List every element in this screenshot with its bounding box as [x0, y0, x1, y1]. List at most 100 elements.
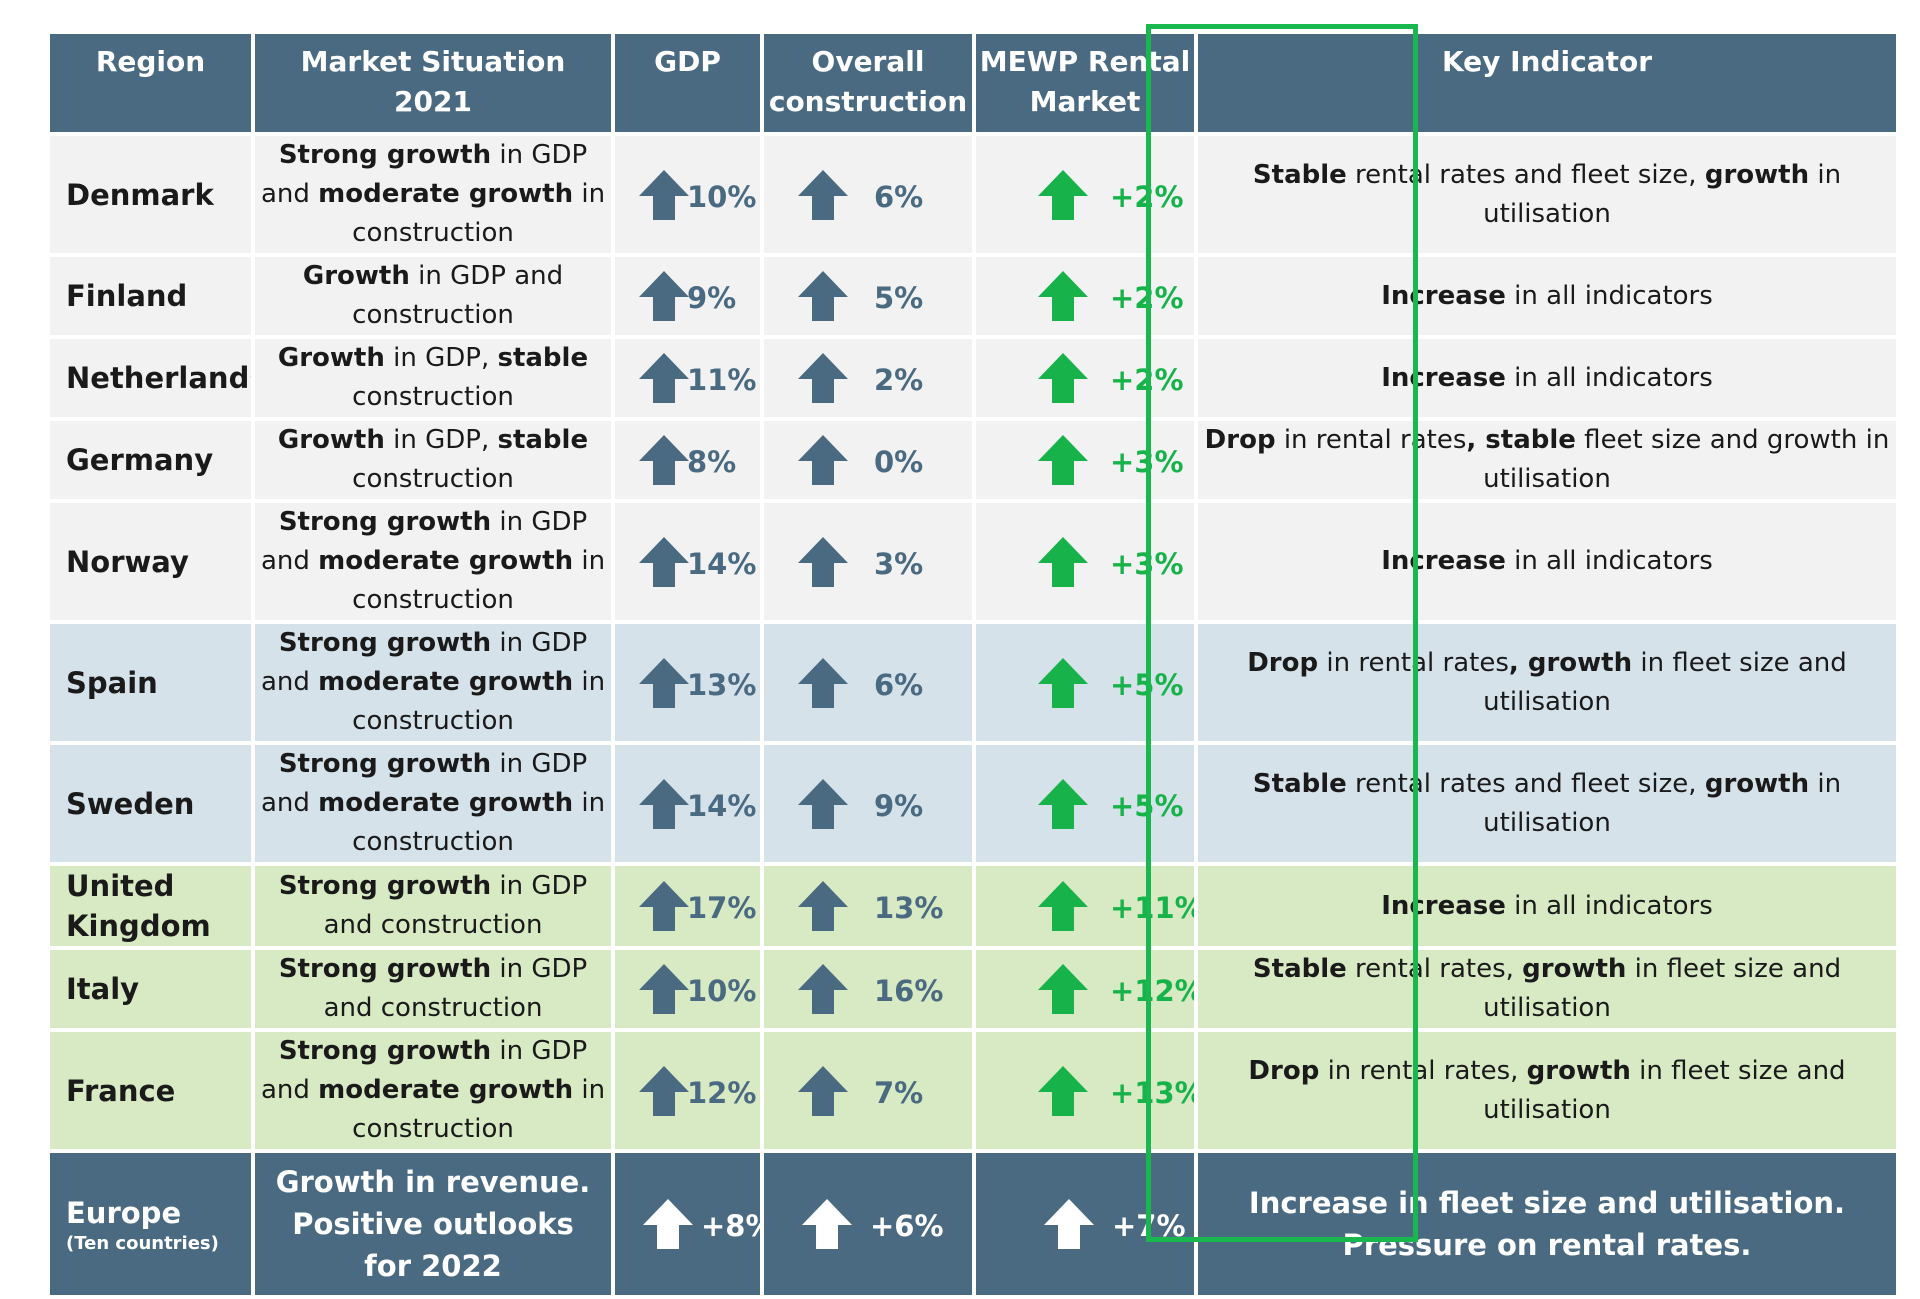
up-arrow-icon	[796, 535, 850, 589]
construction-cell: 16%	[764, 950, 972, 1028]
market-situation-cell: Strong growth in GDP and moderate growth…	[255, 745, 611, 862]
key-indicator-cell: Increase in all indicators	[1198, 503, 1896, 620]
up-arrow-icon	[1036, 962, 1090, 1016]
key-indicator-cell: Increase in all indicators	[1198, 257, 1896, 335]
gdp-value: 14%	[687, 546, 757, 581]
region-cell: Denmark	[50, 136, 251, 253]
text-segment: Stable	[1252, 159, 1347, 190]
mewp-value: +3%	[1110, 546, 1184, 581]
header-mewp: MEWP Rental Market	[976, 34, 1194, 132]
gdp-cell: +8%	[615, 1153, 760, 1295]
region-cell: Netherlands	[50, 339, 251, 417]
text-segment: in fleet size and utilisation	[1483, 647, 1847, 717]
text-segment: Stable	[1252, 768, 1347, 799]
region-name: Europe	[66, 1196, 182, 1230]
construction-cell: +6%	[764, 1153, 972, 1295]
text-segment: fleet size and growth in utilisation	[1483, 425, 1890, 494]
text-segment: Stable	[1252, 954, 1347, 984]
gdp-cell: 12%	[615, 1032, 760, 1149]
text-segment: in all indicators	[1505, 280, 1713, 311]
text-segment: Strong growth	[278, 507, 492, 537]
construction-value: 13%	[874, 891, 944, 925]
table-row: Norway Strong growth in GDP and moderate …	[50, 503, 1896, 620]
region-cell: Italy	[50, 950, 251, 1028]
text-segment: Drop	[1204, 425, 1276, 455]
construction-value: 2%	[874, 363, 924, 397]
construction-value: 9%	[874, 788, 924, 823]
market-situation-cell: Strong growth in GDP and construction	[255, 950, 611, 1028]
mewp-value: +2%	[1110, 363, 1184, 397]
table-row: Finland Growth in GDP and construction 9% 5…	[50, 257, 1896, 335]
construction-value: 0%	[874, 445, 924, 479]
up-arrow-icon	[637, 1064, 691, 1118]
gdp-cell: 17%	[615, 866, 760, 946]
text-segment: in GDP and	[260, 628, 588, 697]
mewp-cell: +2%	[976, 339, 1194, 417]
table-row: United Kingdom Strong growth in GDP and c…	[50, 866, 1896, 946]
header-construction: Overall construction	[764, 34, 972, 132]
key-indicator-cell: Increase in all indicators	[1198, 339, 1896, 417]
key-indicator-cell: Increase in fleet size and utilisation. …	[1198, 1153, 1896, 1295]
text-segment: in GDP and	[260, 140, 588, 209]
region-cell: France	[50, 1032, 251, 1149]
up-arrow-icon	[796, 777, 850, 831]
up-arrow-icon	[1036, 879, 1090, 933]
key-indicator-cell: Stable rental rates and fleet size, grow…	[1198, 745, 1896, 862]
table-row: France Strong growth in GDP and moderate …	[50, 1032, 1896, 1149]
key-indicator-cell: Drop in rental rates, growth in fleet si…	[1198, 624, 1896, 741]
mewp-cell: +13%	[976, 1032, 1194, 1149]
europe-summary-row: Europe (Ten countries) Growth in revenue. …	[50, 1153, 1896, 1295]
up-arrow-icon	[796, 168, 850, 222]
construction-value: 6%	[874, 667, 924, 702]
mewp-cell: +5%	[976, 624, 1194, 741]
text-segment: in GDP,	[384, 425, 498, 455]
up-arrow-icon	[637, 962, 691, 1016]
construction-cell: 0%	[764, 421, 972, 499]
text-segment: stable	[497, 425, 589, 455]
text-segment: , stable	[1466, 425, 1576, 455]
text-segment: rental rates and fleet size,	[1346, 768, 1705, 799]
text-segment: moderate growth	[318, 179, 574, 209]
construction-value: 5%	[874, 281, 924, 315]
market-situation-cell: Growth in GDP, stable construction	[255, 421, 611, 499]
mewp-cell: +3%	[976, 421, 1194, 499]
mewp-value: +5%	[1110, 667, 1184, 702]
gdp-value: 17%	[687, 891, 757, 925]
up-arrow-icon	[637, 168, 691, 222]
up-arrow-icon	[796, 351, 850, 405]
construction-cell: 6%	[764, 624, 972, 741]
region-cell: Europe (Ten countries)	[50, 1153, 251, 1295]
text-segment: in GDP and construction	[352, 261, 564, 330]
up-arrow-icon	[796, 1064, 850, 1118]
mewp-cell: +12%	[976, 950, 1194, 1028]
up-arrow-icon	[1036, 351, 1090, 405]
text-segment: in construction	[352, 546, 606, 615]
text-segment: growth	[1704, 159, 1810, 190]
table-row: Spain Strong growth in GDP and moderate g…	[50, 624, 1896, 741]
construction-cell: 7%	[764, 1032, 972, 1149]
gdp-value: 10%	[687, 974, 757, 1008]
text-segment: Drop	[1247, 647, 1319, 678]
table-row: Germany Growth in GDP, stable constructio…	[50, 421, 1896, 499]
text-segment: Growth	[277, 343, 385, 373]
market-situation-cell: Strong growth in GDP and moderate growth…	[255, 624, 611, 741]
market-situation-cell: Growth in revenue. Positive outlooks for…	[255, 1153, 611, 1295]
up-arrow-icon	[1036, 433, 1090, 487]
market-situation-cell: Growth in GDP and construction	[255, 257, 611, 335]
text-segment: Increase	[1381, 890, 1506, 921]
mewp-cell: +7%	[976, 1153, 1194, 1295]
up-arrow-icon	[1036, 1064, 1090, 1118]
text-segment: in GDP and	[260, 1036, 588, 1105]
text-segment: Increase	[1381, 362, 1506, 393]
region-cell: Spain	[50, 624, 251, 741]
header-region: Region	[50, 34, 251, 132]
up-arrow-icon	[637, 879, 691, 933]
gdp-cell: 14%	[615, 745, 760, 862]
key-indicator-cell: Increase in all indicators	[1198, 866, 1896, 946]
text-segment: in GDP and	[260, 507, 588, 576]
market-situation-cell: Strong growth in GDP and moderate growth…	[255, 136, 611, 253]
construction-cell: 6%	[764, 136, 972, 253]
up-arrow-icon	[796, 962, 850, 1016]
text-segment: in rental rates	[1275, 425, 1467, 455]
construction-cell: 5%	[764, 257, 972, 335]
